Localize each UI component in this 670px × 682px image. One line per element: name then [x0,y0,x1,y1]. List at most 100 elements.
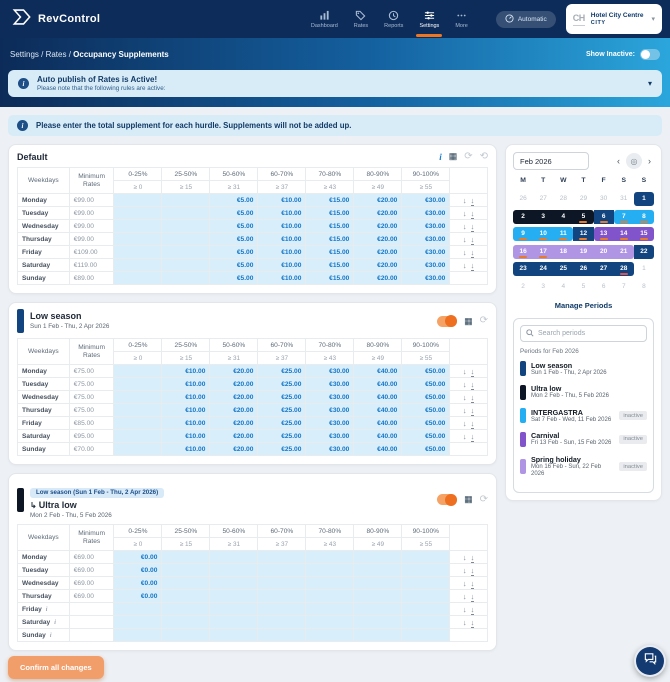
search-periods-input[interactable]: Search periods [520,324,647,342]
supplement-cell[interactable]: €5.00 [209,206,259,220]
supplement-cell[interactable] [161,615,211,630]
supplement-cell[interactable]: €10.00 [161,442,211,456]
supplement-cell[interactable] [209,576,259,591]
supplement-cell[interactable]: €25.00 [257,403,307,417]
table-edit-icon[interactable]: ▦ [464,315,473,326]
supplement-cell[interactable]: €10.00 [257,193,307,207]
copy-to-end-icon[interactable]: ↓ [470,405,475,416]
supplement-cell[interactable] [113,628,163,643]
supplement-cell[interactable]: €30.00 [401,271,451,285]
supplement-cell[interactable]: €5.00 [209,271,259,285]
supplement-cell[interactable]: €20.00 [209,403,259,417]
supplement-cell[interactable] [257,615,307,630]
supplement-cell[interactable] [113,245,163,259]
supplement-cell[interactable] [401,589,451,604]
copy-to-end-icon[interactable]: ↓ [470,591,475,602]
copy-down-icon[interactable]: ↓ [462,260,467,270]
supplement-cell[interactable]: €25.00 [257,390,307,404]
supplement-cell[interactable]: €30.00 [401,232,451,246]
supplement-cell[interactable] [209,602,259,617]
period-item[interactable]: Low season Sun 1 Feb - Thu, 2 Apr 2026 [520,361,647,378]
supplement-cell[interactable] [353,615,403,630]
supplement-cell[interactable]: €30.00 [305,390,355,404]
supplement-cell[interactable] [401,615,451,630]
supplement-cell[interactable] [353,550,403,565]
supplement-cell[interactable] [209,628,259,643]
supplement-cell[interactable]: €10.00 [161,377,211,391]
supplement-cell[interactable]: €15.00 [305,245,355,259]
calendar-day[interactable]: 3 [533,209,554,224]
supplement-cell[interactable]: €15.00 [305,193,355,207]
copy-down-icon[interactable]: ↓ [462,379,467,389]
supplement-cell[interactable]: €30.00 [401,206,451,220]
hotel-selector[interactable]: CH Hotel City Centre CITY ▾ [565,4,662,34]
supplement-cell[interactable]: €40.00 [353,364,403,378]
supplement-cell[interactable] [113,390,163,404]
supplement-cell[interactable]: €20.00 [353,193,403,207]
supplement-cell[interactable] [401,576,451,591]
copy-down-icon[interactable]: ↓ [462,366,467,376]
supplement-cell[interactable]: €25.00 [257,416,307,430]
supplement-cell[interactable]: €20.00 [209,416,259,430]
supplement-cell[interactable]: €10.00 [257,219,307,233]
copy-down-icon[interactable]: ↓ [462,604,467,614]
supplement-cell[interactable] [209,550,259,565]
table-edit-icon[interactable]: ▦ [464,494,473,505]
supplement-cell[interactable]: €30.00 [305,429,355,443]
supplement-cell[interactable]: €15.00 [305,258,355,272]
calendar-day[interactable]: 5 [581,282,586,290]
supplement-cell[interactable]: €5.00 [209,245,259,259]
calendar-day[interactable]: 20 [593,244,614,259]
supplement-cell[interactable] [161,193,211,207]
supplement-cell[interactable]: €10.00 [257,245,307,259]
copy-to-end-icon[interactable]: ↓ [470,552,475,563]
calendar-next-button[interactable]: › [648,156,651,166]
copy-to-end-icon[interactable]: ↓ [470,418,475,429]
table-edit-icon[interactable]: ▦ [448,151,458,161]
period-item[interactable]: Ultra low Mon 2 Feb - Thu, 5 Feb 2026 [520,384,647,401]
calendar-prev-button[interactable]: ‹ [617,156,620,166]
supplement-cell[interactable]: €50.00 [401,364,451,378]
supplement-cell[interactable] [305,589,355,604]
calendar-day[interactable]: 31 [620,195,628,202]
supplement-cell[interactable]: €15.00 [305,206,355,220]
period-active-toggle[interactable] [437,493,458,506]
copy-to-end-icon[interactable]: ↓ [470,195,475,206]
period-active-toggle[interactable] [437,315,458,327]
info-icon[interactable]: i [439,151,442,162]
supplement-cell[interactable] [257,589,307,604]
refresh-icon[interactable]: ⟳ [479,493,488,505]
supplement-cell[interactable]: €5.00 [209,219,259,233]
supplement-cell[interactable]: €15.00 [305,232,355,246]
supplement-cell[interactable]: €30.00 [305,377,355,391]
supplement-cell[interactable] [113,364,163,378]
copy-down-icon[interactable]: ↓ [462,591,467,601]
supplement-cell[interactable] [161,258,211,272]
copy-to-end-icon[interactable]: ↓ [470,366,475,377]
period-item[interactable]: INTERGASTRA Sat 7 Feb - Wed, 11 Feb 2026 i… [520,408,647,425]
supplement-cell[interactable]: €30.00 [401,193,451,207]
calendar-day[interactable]: 28 [613,262,634,276]
refresh-icon[interactable]: ⟳ [479,315,488,326]
copy-down-icon[interactable]: ↓ [462,195,467,205]
calendar-day[interactable]: 9 [513,227,534,241]
calendar-day[interactable]: 12 [573,227,594,241]
calendar-day[interactable]: 2 [513,209,534,224]
supplement-cell[interactable]: €40.00 [353,416,403,430]
supplement-cell[interactable] [113,258,163,272]
supplement-cell[interactable] [257,576,307,591]
copy-down-icon[interactable]: ↓ [462,578,467,588]
supplement-cell[interactable] [161,206,211,220]
supplement-cell[interactable]: €30.00 [401,219,451,233]
chevron-down-icon[interactable]: ▾ [647,79,652,88]
supplement-cell[interactable] [353,628,403,643]
calendar-day[interactable]: 2 [521,282,525,290]
supplement-cell[interactable]: €40.00 [353,442,403,456]
supplement-cell[interactable] [305,563,355,578]
supplement-cell[interactable]: €40.00 [353,403,403,417]
calendar-day[interactable]: 8 [633,209,654,224]
supplement-cell[interactable]: €40.00 [353,377,403,391]
supplement-cell[interactable] [161,602,211,617]
supplement-cell[interactable] [305,628,355,643]
supplement-cell[interactable]: €5.00 [209,232,259,246]
